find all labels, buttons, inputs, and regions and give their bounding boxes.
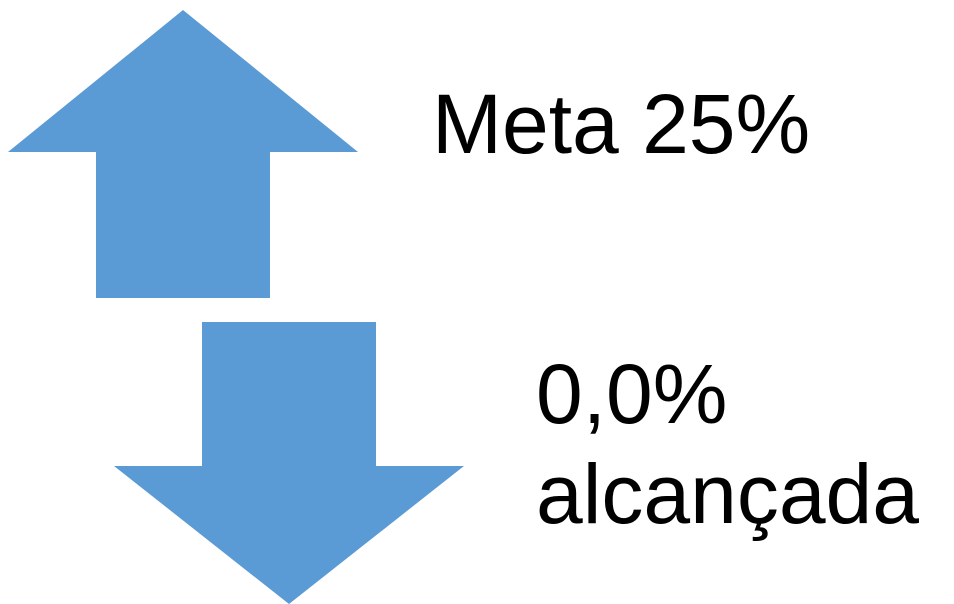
result-label-block: 0,0% alcançada — [536, 344, 946, 544]
goal-label: Meta 25% — [432, 77, 811, 171]
result-status: alcançada — [536, 447, 919, 541]
arrow-down-icon — [114, 322, 464, 604]
result-value: 0,0% — [536, 347, 728, 441]
arrow-up-shape — [8, 10, 358, 298]
arrow-up-icon — [8, 10, 358, 298]
arrow-down-shape — [114, 322, 464, 604]
